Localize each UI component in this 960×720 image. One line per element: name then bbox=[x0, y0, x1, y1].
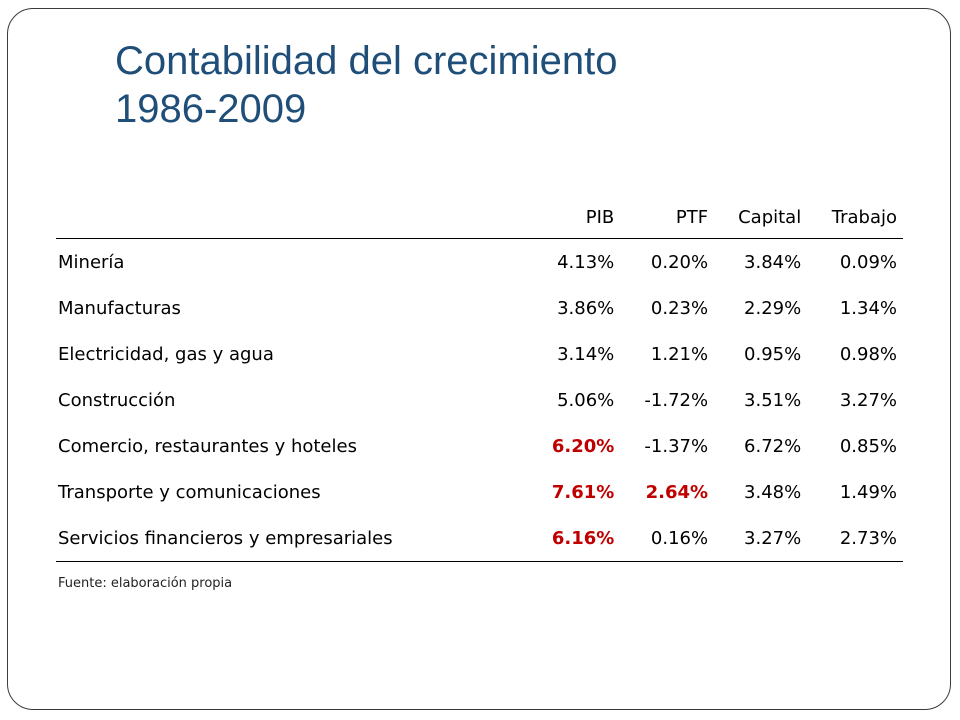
table-row: Servicios financieros y empresariales 6.… bbox=[56, 515, 903, 562]
cell-trabajo: 3.27% bbox=[839, 389, 897, 411]
cell-capital: 3.27% bbox=[714, 515, 808, 562]
cell-ptf: 0.23% bbox=[650, 297, 709, 319]
cell-capital: 3.48% bbox=[744, 481, 802, 503]
header-capital: Capital bbox=[714, 196, 808, 239]
cell-sector: Electricidad, gas y agua bbox=[58, 343, 274, 365]
cell-pib-highlighted: 7.61% bbox=[551, 481, 615, 503]
cell-trabajo: 0.85% bbox=[839, 435, 897, 457]
cell-capital: 3.51% bbox=[744, 389, 802, 411]
cell-trabajo: 1.49% bbox=[839, 481, 897, 503]
growth-accounting-table-wrapper: PIB PTF Capital Trabajo Minería 4.13% 0.… bbox=[56, 196, 903, 562]
cell-ptf: -1.72% bbox=[644, 389, 709, 411]
table-header-row: PIB PTF Capital Trabajo bbox=[56, 196, 903, 239]
table-row: Manufacturas 3.86% 0.23% 2.29% 1.34% bbox=[56, 285, 903, 331]
cell-capital: 0.95% bbox=[744, 343, 802, 365]
cell-ptf: -1.37% bbox=[644, 435, 709, 457]
header-ptf: PTF bbox=[620, 196, 715, 239]
table-row: Construcción 5.06% -1.72% 3.51% 3.27% bbox=[56, 377, 903, 423]
cell-sector: Construcción bbox=[58, 389, 176, 411]
cell-ptf: 0.20% bbox=[650, 251, 709, 273]
cell-capital: 2.29% bbox=[744, 297, 802, 319]
cell-pib: 3.86% bbox=[557, 297, 615, 319]
table-row: Comercio, restaurantes y hoteles 6.20% -… bbox=[56, 423, 903, 469]
table-row: Transporte y comunicaciones 7.61% 2.64% … bbox=[56, 469, 903, 515]
cell-trabajo: 0.98% bbox=[839, 343, 897, 365]
cell-ptf: 1.21% bbox=[650, 343, 709, 365]
cell-trabajo: 1.34% bbox=[839, 297, 897, 319]
table-row: Electricidad, gas y agua 3.14% 1.21% 0.9… bbox=[56, 331, 903, 377]
cell-sector: Servicios financieros y empresariales bbox=[56, 515, 528, 562]
cell-pib: 5.06% bbox=[557, 389, 615, 411]
cell-sector: Minería bbox=[58, 251, 125, 273]
cell-pib-highlighted: 6.16% bbox=[528, 515, 621, 562]
header-trabajo: Trabajo bbox=[807, 196, 903, 239]
header-pib: PIB bbox=[528, 196, 621, 239]
slide-title-line-2: 1986-2009 bbox=[115, 87, 307, 131]
cell-pib: 3.14% bbox=[557, 343, 615, 365]
source-note: Fuente: elaboración propia bbox=[58, 576, 233, 591]
cell-trabajo: 2.73% bbox=[807, 515, 903, 562]
slide-title-line-1: Contabilidad del crecimiento bbox=[115, 39, 618, 83]
header-sector bbox=[56, 196, 528, 239]
cell-sector: Transporte y comunicaciones bbox=[58, 481, 321, 503]
cell-capital: 6.72% bbox=[744, 435, 802, 457]
cell-pib: 4.13% bbox=[557, 251, 615, 273]
cell-ptf: 0.16% bbox=[620, 515, 715, 562]
table-row: Minería 4.13% 0.20% 3.84% 0.09% bbox=[56, 239, 903, 286]
cell-sector: Comercio, restaurantes y hoteles bbox=[58, 435, 357, 457]
cell-sector: Manufacturas bbox=[58, 297, 181, 319]
cell-pib-highlighted: 6.20% bbox=[551, 435, 615, 457]
slide-frame: Contabilidad del crecimiento 1986-2009 bbox=[7, 8, 951, 710]
cell-ptf-highlighted: 2.64% bbox=[645, 481, 709, 503]
cell-trabajo: 0.09% bbox=[839, 251, 897, 273]
slide-title: Contabilidad del crecimiento 1986-2009 bbox=[115, 37, 875, 133]
cell-capital: 3.84% bbox=[744, 251, 802, 273]
growth-accounting-table: PIB PTF Capital Trabajo Minería 4.13% 0.… bbox=[56, 196, 903, 562]
